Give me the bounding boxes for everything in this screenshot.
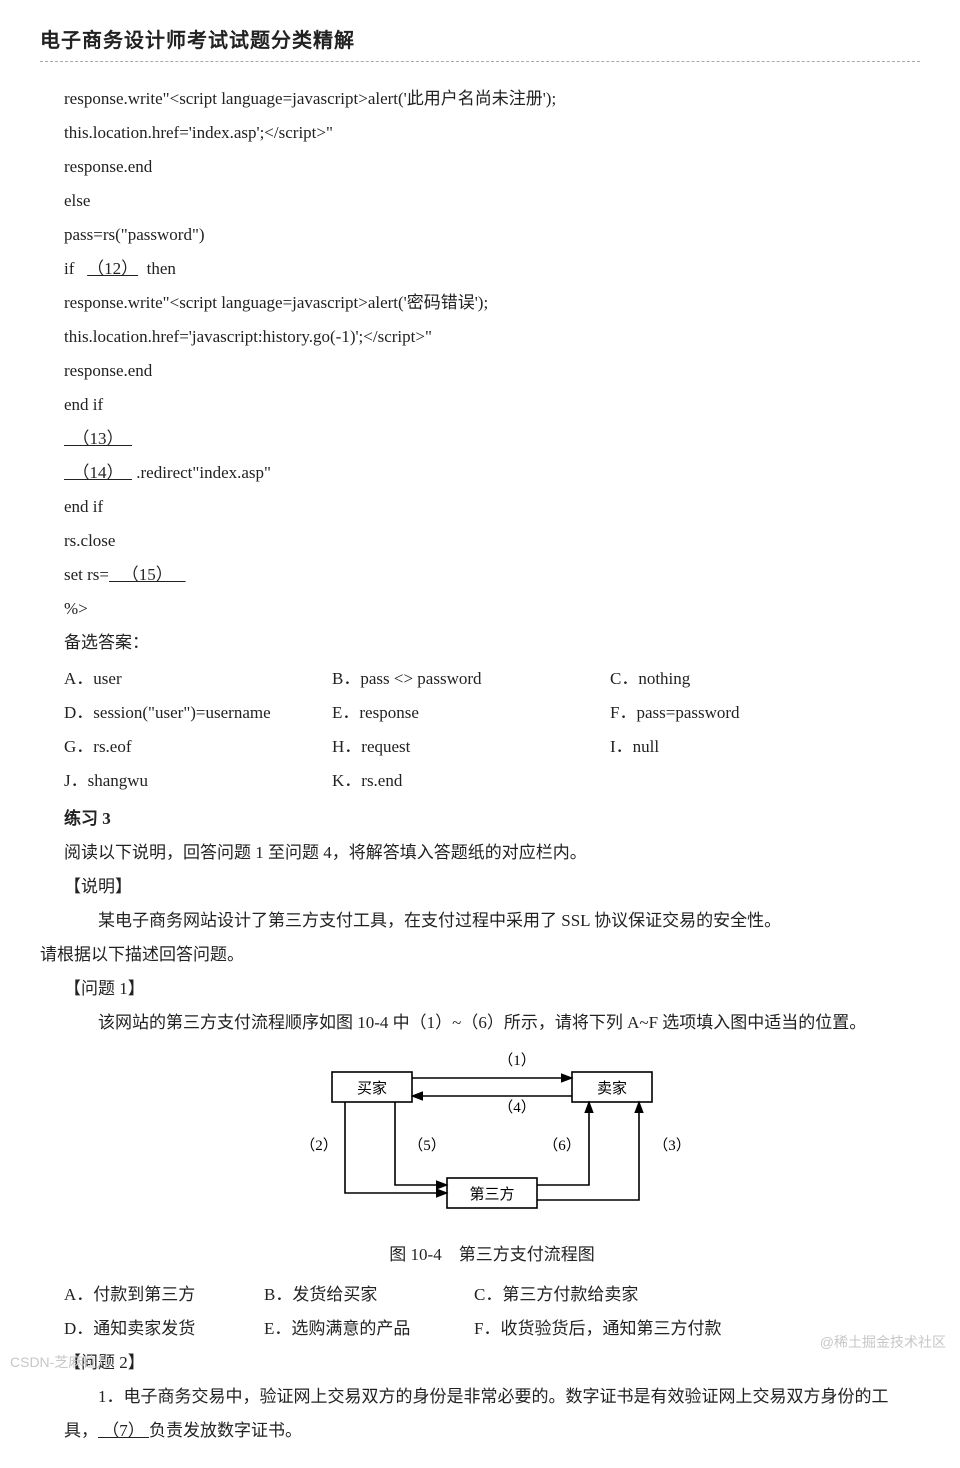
answers-heading: 备选答案：: [64, 626, 920, 660]
question-1-head: 【问题 1】: [64, 972, 920, 1006]
option: A．付款到第三方: [64, 1278, 264, 1312]
code-line: this.location.href='javascript:history.g…: [64, 320, 920, 354]
title-rule: [40, 61, 920, 62]
option: F．收货验货后，通知第三方付款: [474, 1312, 804, 1346]
q2-text-b: 负责发放数字证书。: [149, 1421, 302, 1440]
code-line: if （12） then: [64, 252, 920, 286]
shuoming-text2: 请根据以下描述回答问题。: [40, 938, 920, 972]
option: D．session("user")=username: [64, 696, 332, 730]
option: K．rs.end: [332, 764, 610, 798]
option: C．nothing: [610, 662, 818, 696]
code-line: response.end: [64, 150, 920, 184]
code-line: response.end: [64, 354, 920, 388]
code-line: rs.close: [64, 524, 920, 558]
code-line: response.write"<script language=javascri…: [64, 286, 920, 320]
shuoming-head: 【说明】: [64, 870, 920, 904]
edge-4: （4）: [498, 1099, 536, 1116]
blank-13: （13）: [64, 429, 132, 448]
exercise-3-title: 练习 3: [64, 802, 920, 836]
edge-1: （1）: [498, 1052, 536, 1069]
option: D．通知卖家发货: [64, 1312, 264, 1346]
code-line: end if: [64, 388, 920, 422]
code-line: %>: [64, 592, 920, 626]
exercise-intro: 阅读以下说明，回答问题 1 至问题 4，将解答填入答题纸的对应栏内。: [64, 836, 920, 870]
shuoming-text: 某电子商务网站设计了第三方支付工具，在支付过程中采用了 SSL 协议保证交易的安…: [64, 904, 781, 938]
code-line: this.location.href='index.asp';</script>…: [64, 116, 920, 150]
node-third: 第三方: [469, 1185, 514, 1203]
node-seller: 卖家: [597, 1080, 627, 1097]
option: J．shangwu: [64, 764, 332, 798]
blank-12: （12）: [87, 259, 138, 278]
code-line: end if: [64, 490, 920, 524]
edge-5: （5）: [408, 1137, 446, 1154]
blank-15: （15）: [109, 565, 186, 584]
watermark-right: @稀土掘金技术社区: [820, 1332, 946, 1352]
page-title: 电子商务设计师考试试题分类精解: [40, 24, 920, 53]
option: F．pass=password: [610, 696, 818, 730]
edge-2: （2）: [300, 1137, 338, 1154]
node-buyer: 买家: [357, 1080, 387, 1097]
option: B．发货给买家: [264, 1278, 474, 1312]
option: A．user: [64, 662, 332, 696]
question-1-text: 该网站的第三方支付流程顺序如图 10-4 中（1）~（6）所示，请将下列 A~F…: [64, 1006, 920, 1040]
edge-6: （6）: [543, 1137, 581, 1154]
option: G．rs.eof: [64, 730, 332, 764]
blank-7: （7）: [98, 1421, 149, 1440]
code-line: （13）: [64, 422, 920, 456]
main-content: response.write"<script language=javascri…: [40, 82, 920, 870]
answers-grid: A．user B．pass <> password C．nothing D．se…: [64, 662, 920, 798]
figure-caption: 图 10-4 第三方支付流程图: [64, 1238, 920, 1272]
edge-3: （3）: [653, 1137, 691, 1154]
watermark-left: CSDN-芝麻粒儿: [10, 1352, 110, 1372]
payment-flow-diagram: 买家 卖家 第三方 （1） （4） （2） （5） （6）: [277, 1050, 707, 1232]
option: B．pass <> password: [332, 662, 610, 696]
code-line: set rs= （15）: [64, 558, 920, 592]
code-line: else: [64, 184, 920, 218]
blank-14: （14）: [64, 463, 132, 482]
option: I．null: [610, 730, 818, 764]
q1-options: A．付款到第三方 B．发货给买家 C．第三方付款给卖家 D．通知卖家发货 E．选…: [64, 1278, 920, 1346]
option: E．response: [332, 696, 610, 730]
question-2-head: 【问题 2】: [64, 1346, 920, 1380]
option: E．选购满意的产品: [264, 1312, 474, 1346]
option: H．request: [332, 730, 610, 764]
option: C．第三方付款给卖家: [474, 1278, 804, 1312]
code-line: response.write"<script language=javascri…: [64, 82, 920, 116]
code-line: （14） .redirect"index.asp": [64, 456, 920, 490]
code-line: pass=rs("password"): [64, 218, 920, 252]
